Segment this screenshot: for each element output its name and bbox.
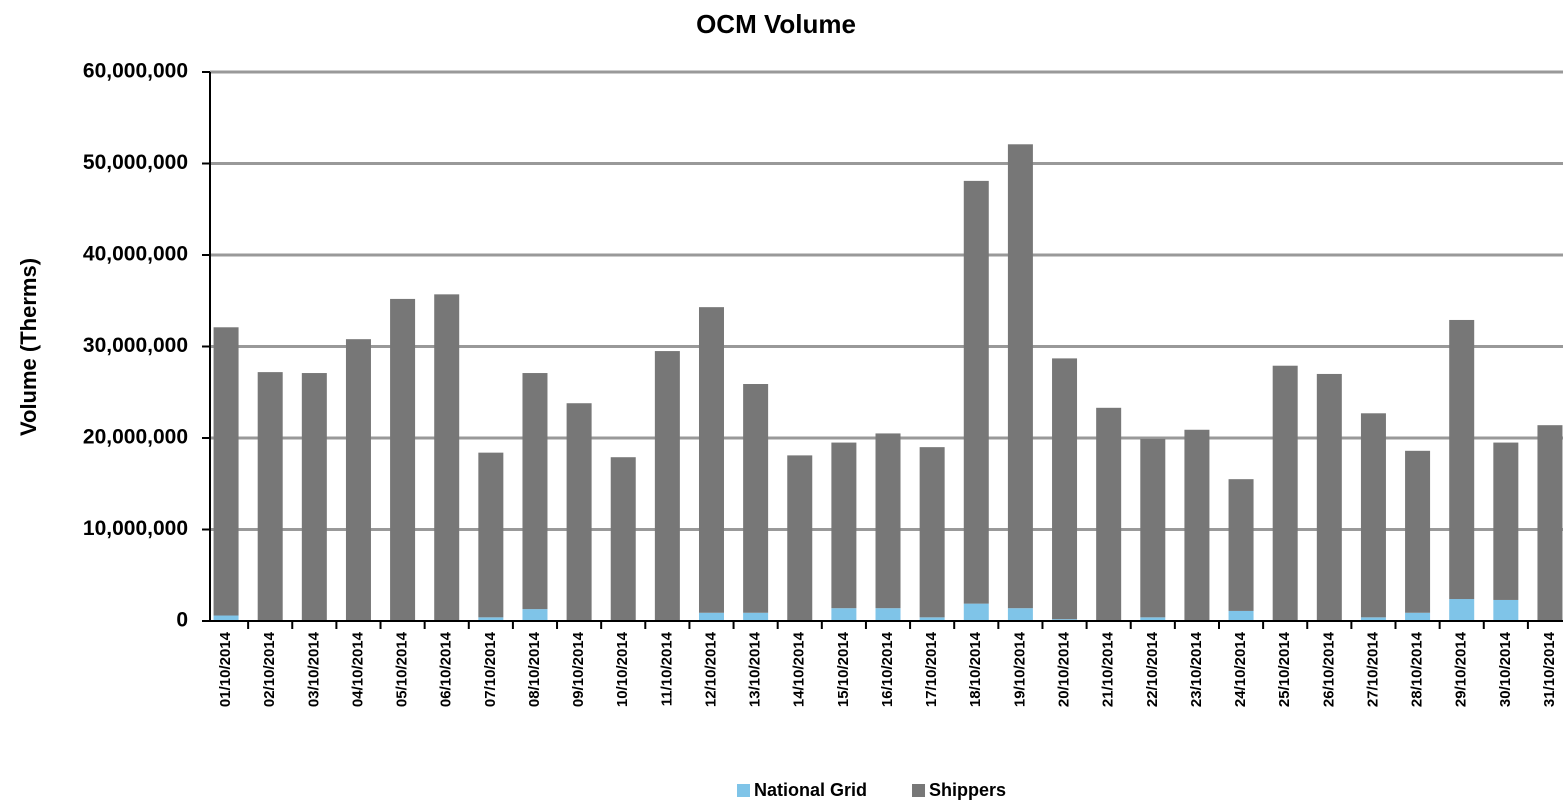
bar-segment <box>1096 407 1122 621</box>
legend-label: National Grid <box>754 780 867 800</box>
x-tick-label: 14/10/2014 <box>791 631 808 707</box>
x-tick-label: 17/10/2014 <box>923 631 940 707</box>
bar-segment <box>1272 365 1298 621</box>
y-tick-label: 60,000,000 <box>83 60 188 83</box>
bar-segment <box>743 612 769 621</box>
legend-label: Shippers <box>929 780 1006 800</box>
x-tick-label: 13/10/2014 <box>747 631 764 707</box>
y-tick-label: 50,000,000 <box>83 151 188 174</box>
bar-segment <box>1007 144 1033 609</box>
x-tick-label: 23/10/2014 <box>1188 631 1205 707</box>
bar-segment <box>831 442 857 609</box>
x-tick-label: 06/10/2014 <box>438 631 455 707</box>
bar-segment <box>875 608 901 621</box>
x-tick-label: 18/10/2014 <box>967 631 984 707</box>
bar-segment <box>257 372 283 621</box>
x-tick-label: 29/10/2014 <box>1453 631 1470 707</box>
x-tick-label: 26/10/2014 <box>1320 631 1337 707</box>
bar-segment <box>787 455 813 621</box>
bar-segment <box>1140 617 1166 621</box>
bar-segment <box>743 384 769 613</box>
bar-segment <box>1184 429 1210 621</box>
x-tick-label: 22/10/2014 <box>1144 631 1161 707</box>
bar-segment <box>390 298 416 621</box>
x-tick-label: 02/10/2014 <box>261 631 278 707</box>
bar-segment <box>1405 612 1431 621</box>
x-tick-label: 19/10/2014 <box>1011 631 1028 707</box>
legend-swatch <box>737 784 750 797</box>
bar-segment <box>434 294 460 621</box>
x-tick-label: 31/10/2014 <box>1541 631 1558 707</box>
bar-segment <box>698 612 724 621</box>
bar-segment <box>1360 413 1386 618</box>
bar-segment <box>875 433 901 609</box>
bar-segment <box>1052 358 1078 620</box>
x-tick-label: 09/10/2014 <box>570 631 587 707</box>
bar-segment <box>345 339 371 621</box>
x-tick-label: 04/10/2014 <box>349 631 366 707</box>
bar-segment <box>1537 425 1563 621</box>
bar-segment <box>1316 373 1342 621</box>
y-tick-label: 30,000,000 <box>83 334 188 357</box>
y-tick-label: 10,000,000 <box>83 517 188 540</box>
bar-segment <box>522 609 548 621</box>
bar-segment <box>654 351 680 621</box>
y-tick-label: 20,000,000 <box>83 426 188 449</box>
x-tick-label: 20/10/2014 <box>1056 631 1073 707</box>
bar-segment <box>1140 438 1166 618</box>
x-tick-label: 05/10/2014 <box>394 631 411 707</box>
bar-segment <box>478 452 504 618</box>
x-tick-label: 15/10/2014 <box>835 631 852 707</box>
bar-segment <box>301 373 327 621</box>
bar-segment <box>522 373 548 610</box>
x-tick-label: 30/10/2014 <box>1497 631 1514 707</box>
x-tick-label: 24/10/2014 <box>1232 631 1249 707</box>
bar-segment <box>963 180 989 604</box>
bar-segment <box>1228 479 1254 611</box>
x-tick-label: 12/10/2014 <box>702 631 719 707</box>
x-tick-label: 25/10/2014 <box>1276 631 1293 707</box>
x-tick-label: 03/10/2014 <box>305 631 322 707</box>
bar-segment <box>919 617 945 621</box>
x-tick-label: 11/10/2014 <box>658 631 675 706</box>
bar-segment <box>1493 442 1519 600</box>
chart-title: OCM Volume <box>696 9 856 39</box>
x-tick-label: 16/10/2014 <box>879 631 896 707</box>
x-tick-label: 08/10/2014 <box>526 631 543 707</box>
x-tick-label: 27/10/2014 <box>1364 631 1381 707</box>
x-tick-label: 07/10/2014 <box>482 631 499 707</box>
bar-segment <box>1007 608 1033 621</box>
bar-segment <box>1228 610 1254 621</box>
x-tick-label: 10/10/2014 <box>614 631 631 707</box>
y-tick-label: 0 <box>176 609 188 632</box>
bar-segment <box>566 403 592 621</box>
bar-segment <box>919 447 945 618</box>
bar-segment <box>831 608 857 621</box>
bar-segment <box>1449 599 1475 621</box>
bar-segment <box>1493 599 1519 621</box>
x-tick-label: 01/10/2014 <box>217 631 234 707</box>
bar-segment <box>1360 617 1386 621</box>
x-tick-label: 21/10/2014 <box>1100 631 1117 707</box>
bar-segment <box>478 617 504 621</box>
y-tick-label: 40,000,000 <box>83 243 188 266</box>
bar-segment <box>1449 319 1475 600</box>
legend-swatch <box>912 784 926 797</box>
x-tick-label: 28/10/2014 <box>1409 631 1426 707</box>
bar-segment <box>213 327 239 616</box>
bar-segment <box>1405 450 1431 613</box>
bar-segment <box>213 615 239 621</box>
bar-segment <box>963 603 989 621</box>
bar-segment <box>698 307 724 613</box>
bar-segment <box>610 457 636 621</box>
y-axis-label: Volume (Therms) <box>16 258 41 436</box>
